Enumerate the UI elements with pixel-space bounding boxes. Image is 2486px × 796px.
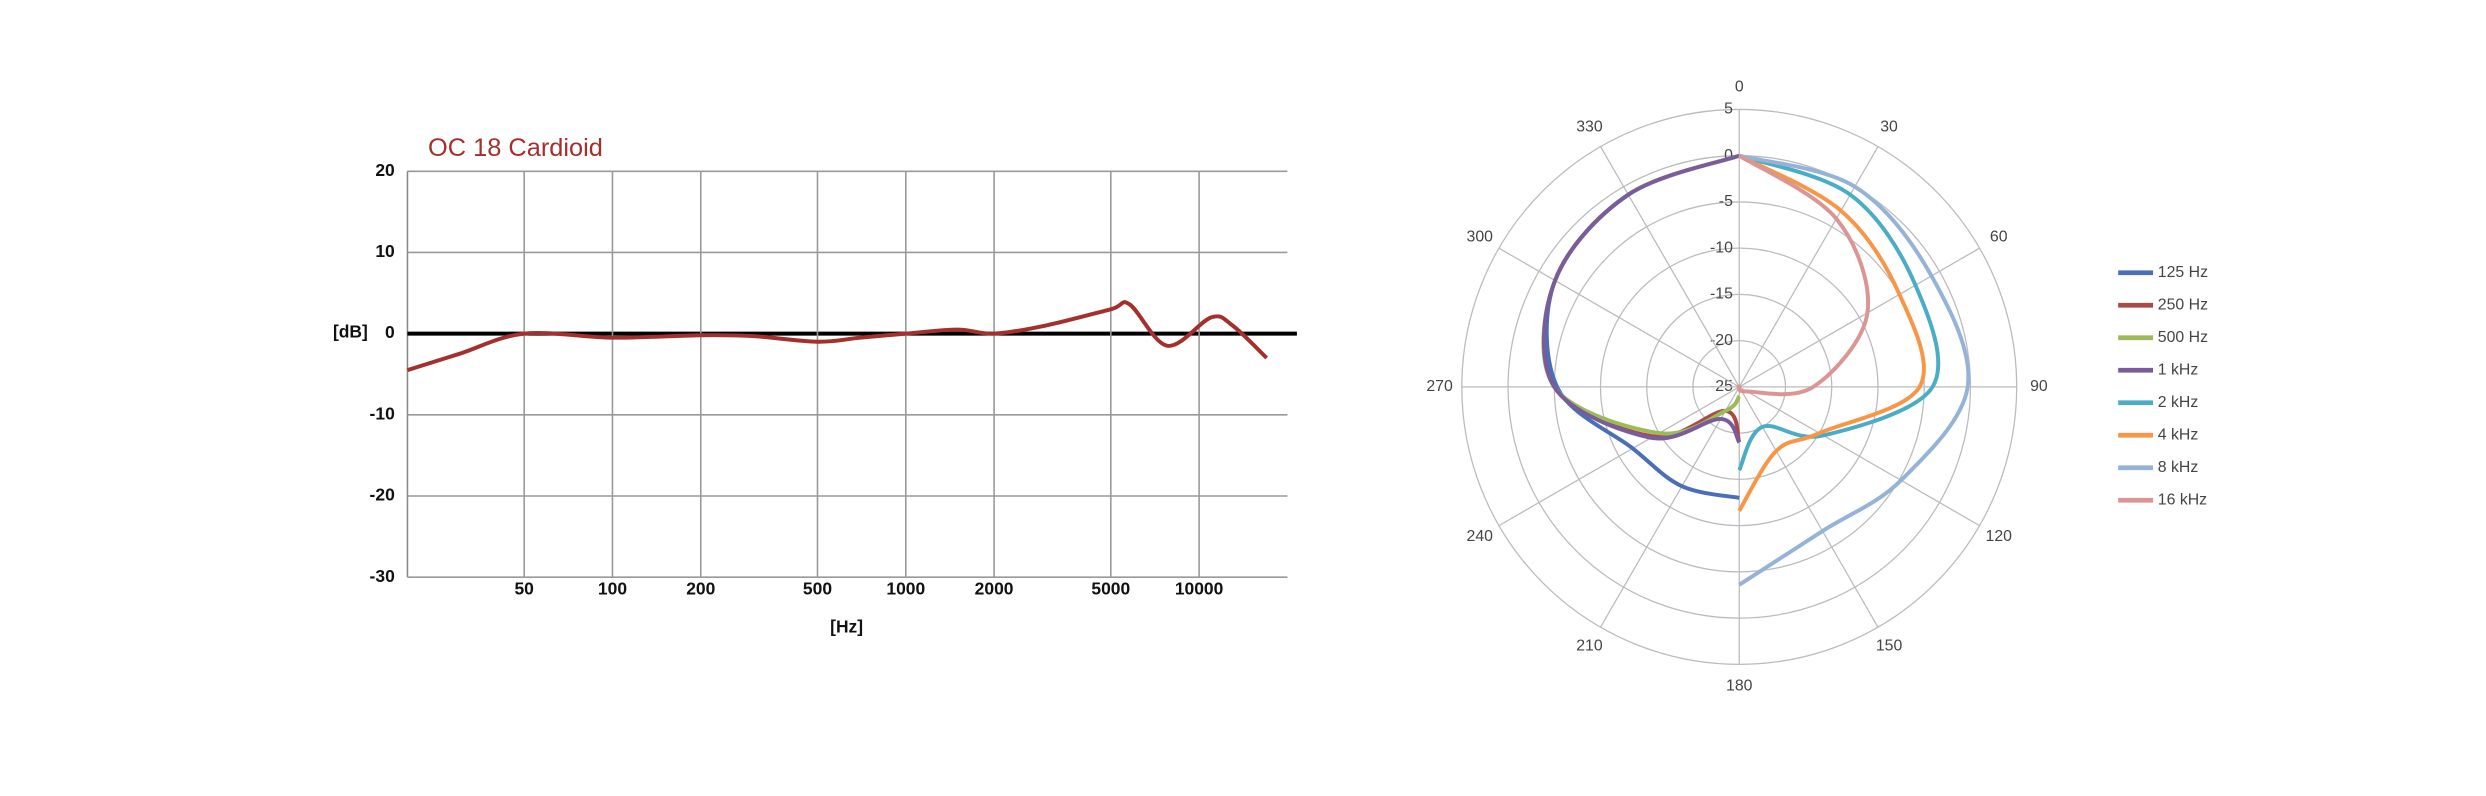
- angle-label: 0: [1735, 78, 1744, 95]
- legend-label: 16 kHz: [2158, 491, 2207, 508]
- r-tick-label: 0: [1724, 147, 1733, 164]
- legend-label: 2 kHz: [2158, 394, 2199, 411]
- grid-spoke: [1738, 247, 1980, 388]
- polar-line: [1544, 153, 1740, 500]
- y-axis-label: [dB]: [333, 322, 368, 342]
- angle-label: 300: [1467, 228, 1494, 245]
- r-tick-label: -10: [1710, 239, 1733, 256]
- grid-spoke: [1498, 386, 1740, 527]
- r-tick-label: -20: [1710, 332, 1733, 349]
- legend-label: 500 Hz: [2158, 329, 2208, 346]
- angle-label: 90: [2030, 378, 2048, 395]
- y-tick-label: -10: [370, 403, 395, 423]
- legend-label: 8 kHz: [2158, 459, 2199, 476]
- angle-label: 210: [1576, 638, 1603, 655]
- grid-spoke: [1599, 146, 1740, 388]
- x-tick-label: 100: [598, 578, 627, 598]
- legend-label: 250 Hz: [2158, 296, 2208, 313]
- grid-spoke: [1599, 386, 1740, 628]
- x-tick-label: 5000: [1091, 578, 1130, 598]
- angle-label: 120: [1986, 528, 2013, 545]
- r-tick-label: 5: [1724, 101, 1733, 118]
- angle-label: 60: [1990, 228, 2008, 245]
- grid-spoke: [1738, 386, 1879, 628]
- angle-label: 270: [1426, 378, 1453, 395]
- angle-label: 180: [1726, 678, 1753, 695]
- polar-line: [1737, 153, 1926, 512]
- polar-line: [1541, 153, 1742, 444]
- polar-line: [1737, 153, 1941, 472]
- r-tick-label: -5: [1719, 193, 1733, 210]
- polar-line: [1736, 154, 1871, 397]
- x-tick-label: 50: [514, 578, 533, 598]
- chart-title: OC 18 Cardioid: [428, 134, 603, 162]
- y-tick-label: 0: [385, 322, 395, 342]
- x-tick-label: 2000: [975, 578, 1014, 598]
- angle-label: 150: [1876, 638, 1903, 655]
- x-tick-label: 200: [686, 578, 715, 598]
- legend-label: 125 Hz: [2158, 264, 2208, 281]
- response-line: [406, 300, 1269, 373]
- grid-spoke: [1498, 247, 1740, 388]
- y-tick-label: 20: [375, 160, 394, 180]
- r-tick-label: -15: [1710, 286, 1733, 303]
- polar-line: [1738, 153, 1971, 587]
- legend-label: 4 kHz: [2158, 426, 2199, 443]
- grid-spoke: [1738, 386, 1980, 527]
- legend-label: 1 kHz: [2158, 361, 2199, 378]
- x-tick-label: 500: [803, 578, 832, 598]
- y-tick-label: -30: [370, 566, 395, 586]
- y-tick-label: -20: [370, 485, 395, 505]
- angle-label: 240: [1467, 528, 1494, 545]
- y-tick-label: 10: [375, 241, 394, 261]
- x-axis-label: [Hz]: [830, 617, 863, 637]
- x-tick-label: 1000: [886, 578, 925, 598]
- angle-label: 330: [1576, 119, 1603, 136]
- angle-label: 30: [1880, 119, 1898, 136]
- x-tick-label: 10000: [1175, 578, 1224, 598]
- grid-spoke: [1738, 146, 1879, 388]
